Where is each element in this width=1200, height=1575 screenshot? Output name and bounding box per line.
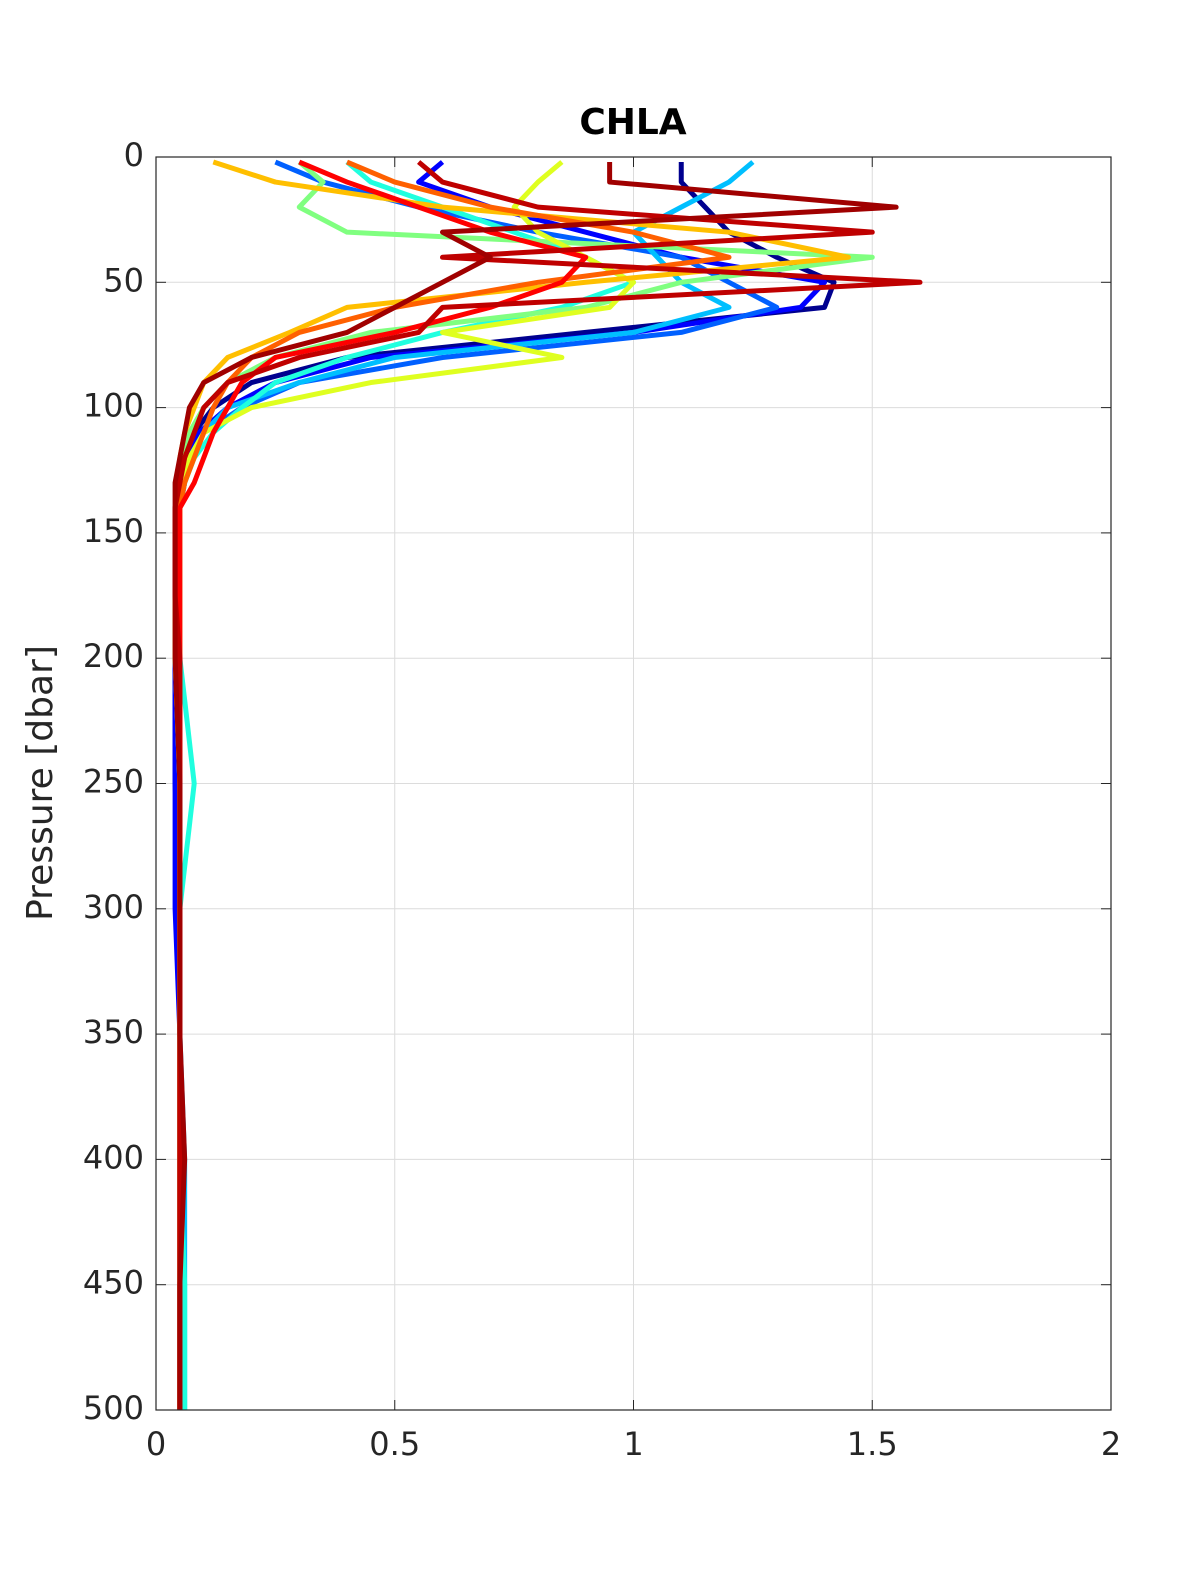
y-tick-label: 500 — [83, 1389, 144, 1427]
x-tick-label: 2 — [1101, 1425, 1121, 1463]
x-tick-label: 0.5 — [369, 1425, 420, 1463]
x-tick-label: 0 — [146, 1425, 166, 1463]
y-tick-label: 400 — [83, 1138, 144, 1176]
y-tick-label: 0 — [124, 136, 144, 174]
profile-line — [172, 162, 899, 1410]
y-tick-label: 450 — [83, 1264, 144, 1302]
x-tick-label: 1 — [623, 1425, 643, 1463]
y-tick-label: 200 — [83, 637, 144, 675]
y-tick-label: 150 — [83, 512, 144, 550]
chart-title: CHLA — [579, 102, 686, 143]
y-tick-label: 250 — [83, 763, 144, 801]
y-tick-label: 350 — [83, 1013, 144, 1051]
plot-frame — [155, 156, 1112, 1411]
x-tick-label: 1.5 — [847, 1425, 898, 1463]
y-tick-label: 300 — [83, 888, 144, 926]
y-axis-label: Pressure [dbar] — [20, 645, 61, 921]
y-tick-label: 50 — [103, 261, 144, 299]
y-tick-label: 100 — [83, 387, 144, 425]
